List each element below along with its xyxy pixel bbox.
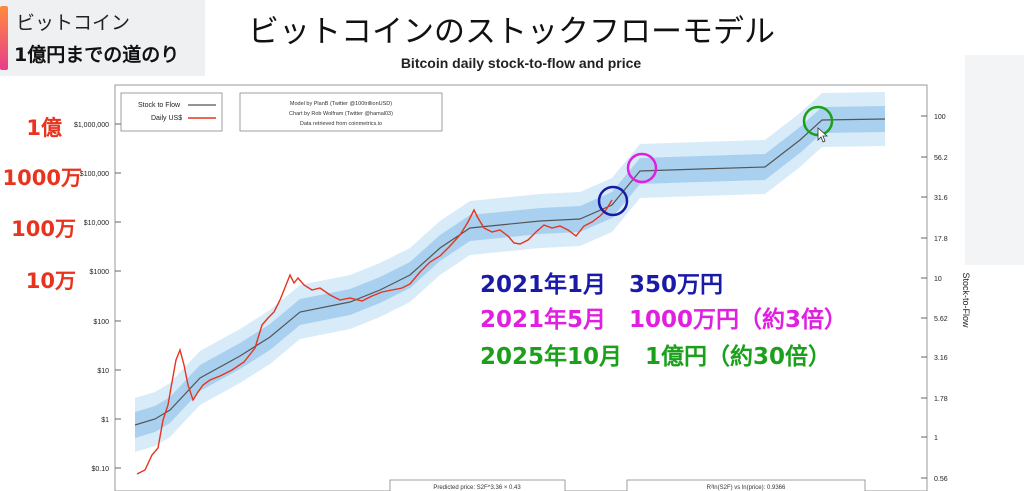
left-tick-label: $0.10 bbox=[91, 466, 109, 473]
left-tick-label: $10,000 bbox=[84, 220, 109, 227]
s2f-series-line bbox=[134, 118, 886, 426]
right-tick-label: 56.2 bbox=[934, 155, 948, 162]
right-tick-label: 5.62 bbox=[934, 316, 948, 323]
footer-right-text: R²ln(S2F) vs ln(price): 0.9366 bbox=[707, 485, 786, 491]
note-2021-may: 2021年5月 1000万円（約3倍） bbox=[480, 307, 848, 333]
series-badge: ビットコイン 1億円までの道のり bbox=[0, 0, 205, 76]
right-tick-label: 1.78 bbox=[934, 396, 948, 403]
price-label-100k: 10万 bbox=[25, 269, 76, 293]
footer-right-box bbox=[626, 479, 866, 491]
right-tick-label: 3.16 bbox=[934, 355, 948, 362]
badge-accent-stripe bbox=[0, 6, 8, 70]
note-2021-jan: 2021年1月 350万円 bbox=[480, 272, 724, 298]
right-tick-label: 10 bbox=[934, 276, 942, 283]
right-tick-label: 31.6 bbox=[934, 195, 948, 202]
highlight-circle-2021-jan bbox=[597, 185, 629, 217]
right-axis-label: Stock-to-Flow bbox=[961, 272, 971, 328]
left-tick-label: $10 bbox=[97, 368, 109, 375]
legend-box bbox=[120, 92, 223, 132]
credit-line-1: Model by PlanB (Twitter @100trillionUSD) bbox=[290, 101, 392, 107]
right-tick-label: 100 bbox=[934, 114, 946, 121]
screen-edge bbox=[965, 55, 1024, 265]
price-label-1m: 100万 bbox=[11, 217, 76, 241]
left-tick-label: $1000 bbox=[90, 269, 110, 276]
left-tick-label: $100 bbox=[93, 319, 109, 326]
page-title: ビットコインのストックフローモデル bbox=[248, 14, 775, 50]
left-tick-label: $1 bbox=[101, 417, 109, 424]
left-axis: $1,000,000 $100,000 $10,000 $1000 $100 $10 $1 $… bbox=[74, 122, 121, 473]
right-tick-label: 17.8 bbox=[934, 236, 948, 243]
left-tick-label: $100,000 bbox=[80, 171, 109, 178]
legend-price-label: Daily US$ bbox=[151, 115, 182, 122]
price-label-10m: 1000万 bbox=[2, 166, 82, 190]
credit-line-2: Chart by Rob Wolfram (Twitter @hamal03) bbox=[289, 111, 393, 117]
price-series-line bbox=[136, 199, 613, 475]
highlight-circle-2021-may bbox=[626, 152, 658, 184]
badge-line-1: ビットコイン bbox=[16, 12, 131, 34]
badge-line-2: 1億円までの道のり bbox=[14, 44, 180, 66]
right-axis: 100 56.2 31.6 17.8 10 5.62 3.16 1.78 1 0.56 bbox=[921, 114, 948, 483]
price-label-100m: 1億 bbox=[26, 116, 62, 140]
credits-box bbox=[239, 92, 443, 132]
s2f-band-inner bbox=[135, 106, 885, 438]
left-tick-label: $1,000,000 bbox=[74, 122, 109, 129]
right-tick-label: 0.56 bbox=[934, 476, 948, 483]
mouse-cursor-icon bbox=[817, 127, 829, 143]
right-tick-label: 1 bbox=[934, 435, 938, 442]
footer-left-box bbox=[389, 479, 566, 491]
footer-left-text: Predicted price: S2F^3.36 × 0.43 bbox=[433, 485, 521, 491]
legend-s2f-label: Stock to Flow bbox=[138, 102, 181, 109]
note-2025-oct: 2025年10月 1億円（約30倍） bbox=[480, 344, 832, 370]
credit-line-3: Data retrieved from coinmetrics.io bbox=[300, 121, 382, 127]
chart-title: Bitcoin daily stock-to-flow and price bbox=[401, 55, 642, 71]
